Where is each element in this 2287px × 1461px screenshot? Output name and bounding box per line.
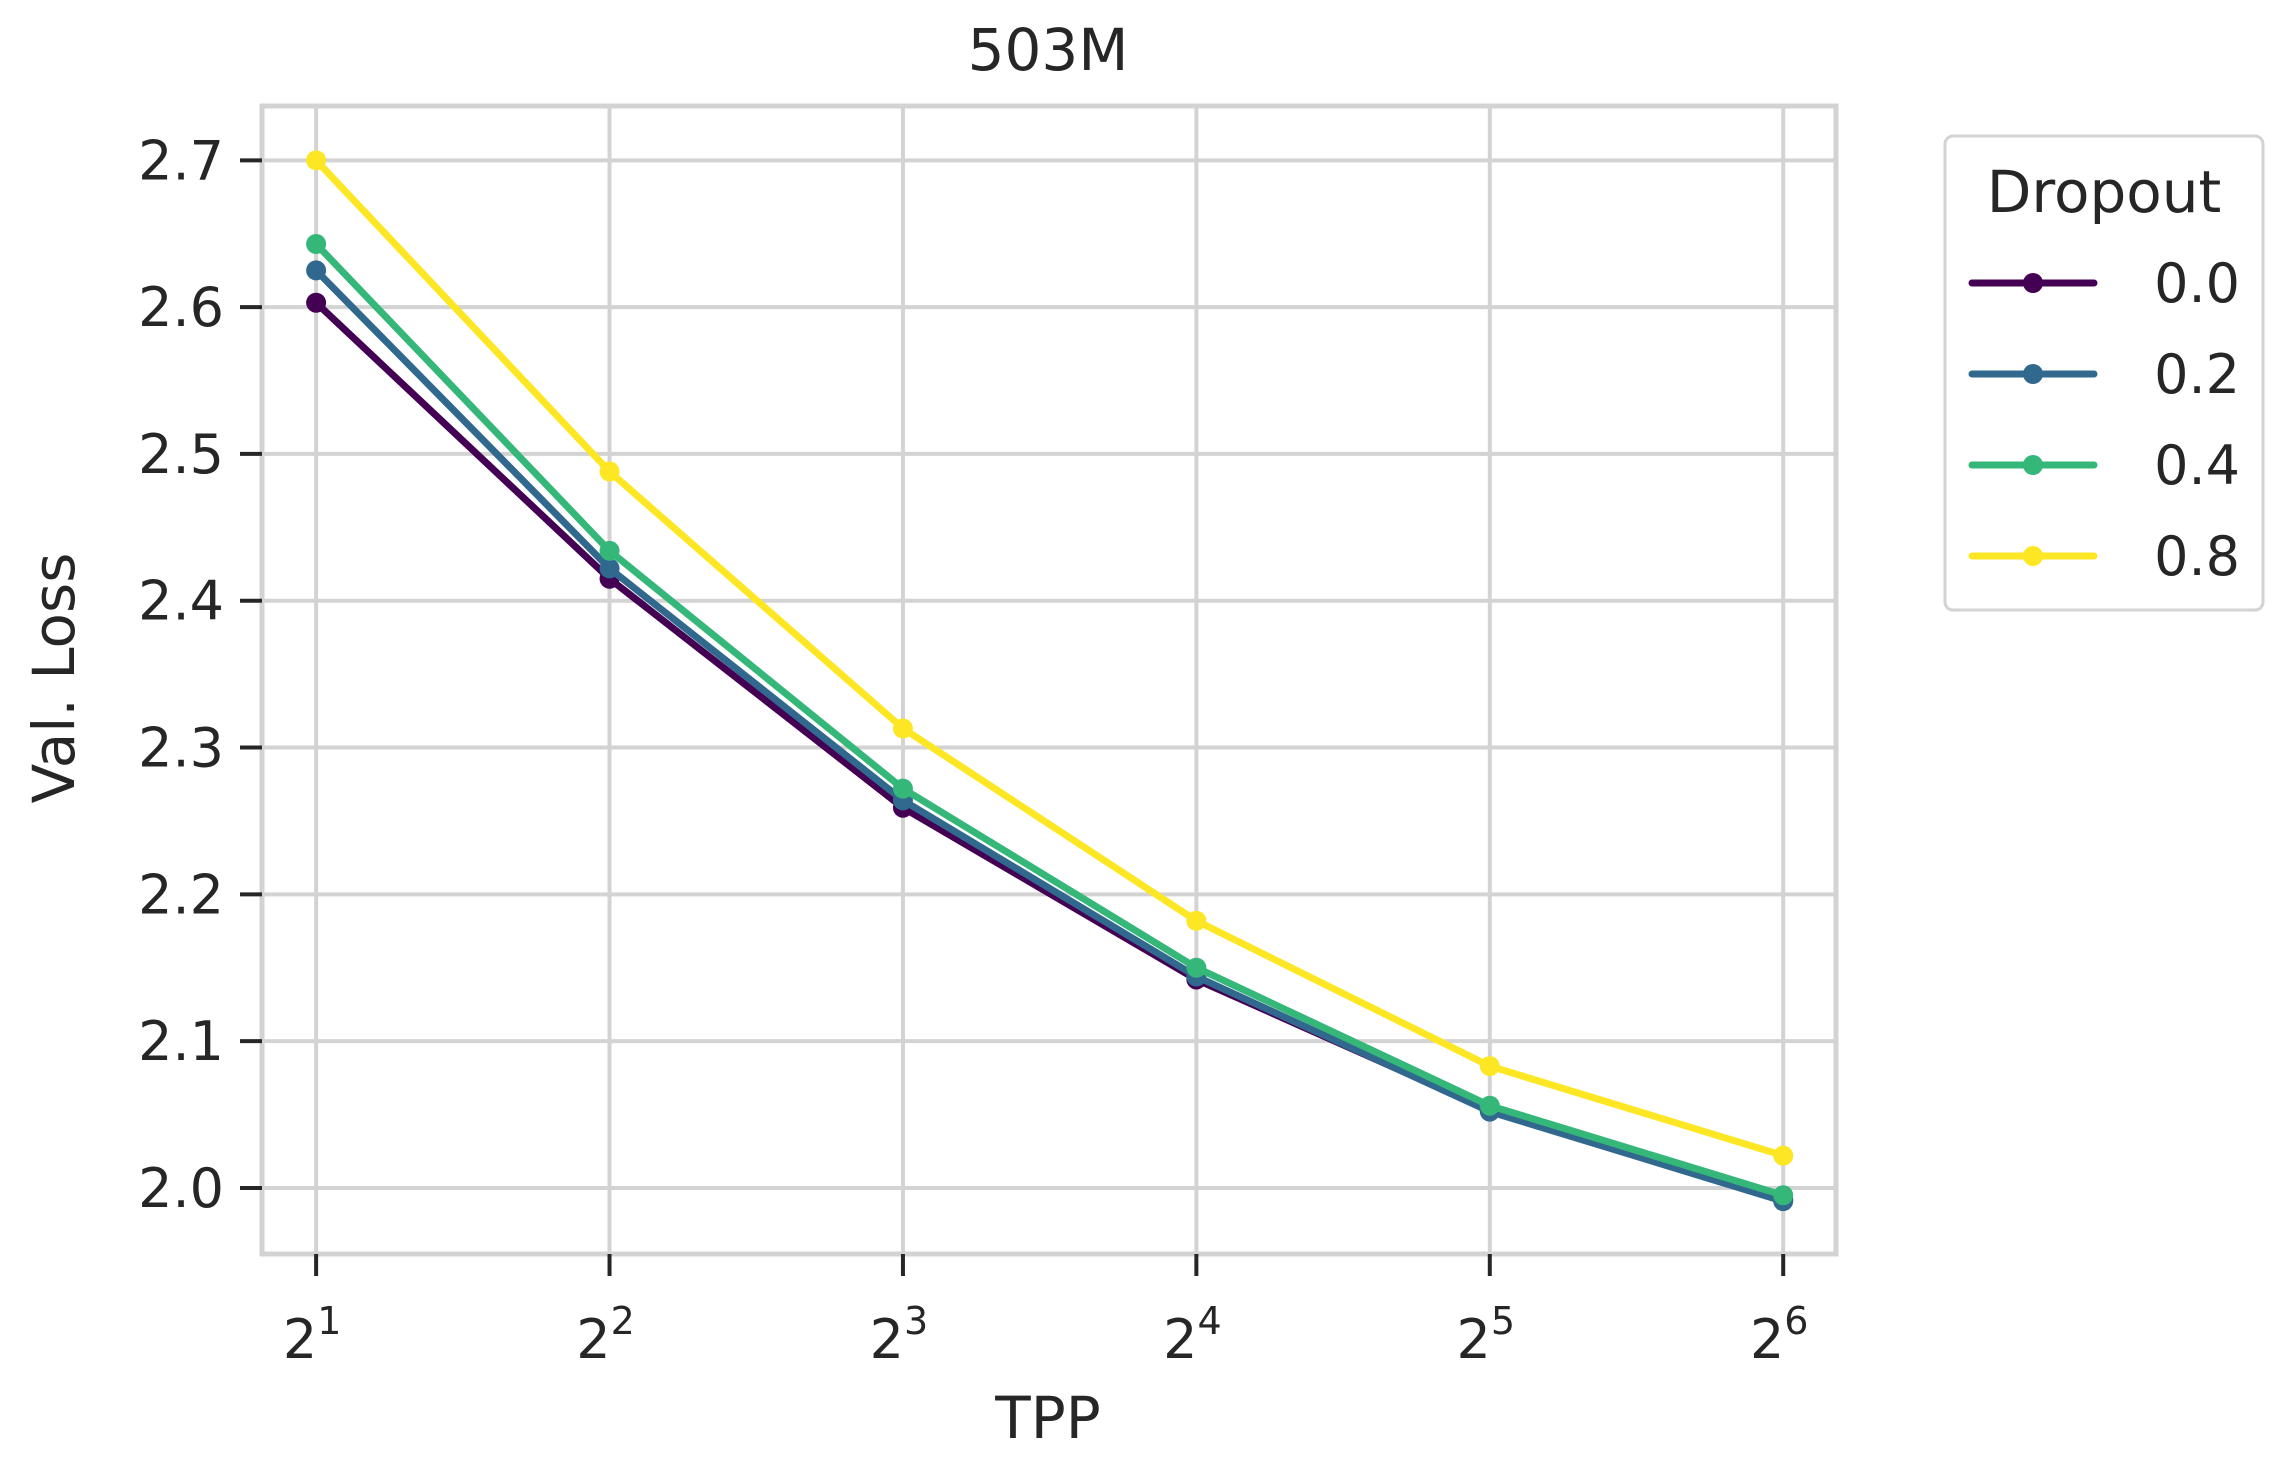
chart-title: 503M bbox=[968, 16, 1129, 84]
series-0.2 bbox=[306, 260, 1794, 1212]
y-tick-label: 2.3 bbox=[138, 717, 224, 780]
x-tick-label: 21 bbox=[283, 1299, 342, 1371]
series-line bbox=[312, 266, 1787, 1205]
legend: Dropout 0.0 0.2 0.4 0.8 bbox=[1943, 134, 2265, 612]
data-point bbox=[1773, 1145, 1794, 1166]
x-axis-ticks: 21 22 23 24 25 26 bbox=[283, 1254, 1809, 1371]
data-point bbox=[599, 558, 620, 579]
series-layer bbox=[306, 150, 1794, 1212]
legend-item: 0.4 bbox=[1968, 434, 2240, 497]
series-line bbox=[312, 240, 1787, 1199]
legend-label: 0.8 bbox=[2154, 525, 2240, 588]
legend-items: 0.0 0.2 0.4 0.8 bbox=[1968, 252, 2240, 588]
legend-marker bbox=[2023, 364, 2043, 384]
data-point bbox=[306, 260, 327, 281]
data-point bbox=[1773, 1185, 1794, 1206]
legend-marker bbox=[2023, 273, 2043, 293]
series-line bbox=[312, 156, 1787, 1160]
legend-label: 0.2 bbox=[2154, 343, 2240, 406]
legend-item: 0.2 bbox=[1968, 343, 2240, 406]
y-tick-label: 2.6 bbox=[138, 276, 224, 339]
data-point bbox=[306, 150, 327, 171]
legend-label: 0.4 bbox=[2154, 434, 2240, 497]
y-axis-label: Val. Loss bbox=[20, 553, 88, 804]
legend-marker bbox=[2023, 546, 2043, 566]
y-tick-label: 2.7 bbox=[138, 129, 224, 192]
series-0.8 bbox=[306, 150, 1794, 1166]
plot-frame bbox=[259, 103, 1839, 1257]
data-point bbox=[892, 718, 913, 739]
x-tick-label: 22 bbox=[576, 1299, 635, 1371]
x-axis-label: TPP bbox=[994, 1384, 1100, 1452]
x-tick-label: 26 bbox=[1750, 1299, 1809, 1371]
data-point bbox=[892, 778, 913, 799]
legend-item: 0.8 bbox=[1968, 525, 2240, 588]
y-tick-label: 2.2 bbox=[138, 863, 224, 926]
data-point bbox=[306, 292, 327, 313]
y-tick-label: 2.1 bbox=[138, 1010, 224, 1073]
legend-label: 0.0 bbox=[2154, 252, 2240, 315]
data-point bbox=[1186, 910, 1207, 931]
series-0.0 bbox=[306, 292, 1794, 1210]
legend-title: Dropout bbox=[1987, 158, 2222, 226]
data-point bbox=[599, 461, 620, 482]
x-tick-label: 25 bbox=[1457, 1299, 1516, 1371]
data-point bbox=[1479, 1056, 1500, 1077]
x-tick-label: 23 bbox=[870, 1299, 929, 1371]
legend-box bbox=[1943, 134, 2265, 612]
y-tick-label: 2.4 bbox=[138, 570, 224, 633]
series-0.4 bbox=[306, 233, 1794, 1206]
series-line bbox=[312, 299, 1787, 1204]
legend-marker bbox=[2023, 455, 2043, 475]
data-point bbox=[599, 540, 620, 561]
y-tick-label: 2.5 bbox=[138, 423, 224, 486]
data-point bbox=[1479, 1095, 1500, 1116]
grid bbox=[262, 106, 1836, 1254]
y-tick-label: 2.0 bbox=[138, 1157, 224, 1220]
data-point bbox=[306, 233, 327, 254]
x-tick-label: 24 bbox=[1163, 1299, 1222, 1371]
legend-item: 0.0 bbox=[1968, 252, 2240, 315]
data-point bbox=[1186, 957, 1207, 978]
y-axis-ticks: 2.0 2.1 2.2 2.3 2.4 2.5 2.6 2.7 bbox=[138, 129, 262, 1220]
